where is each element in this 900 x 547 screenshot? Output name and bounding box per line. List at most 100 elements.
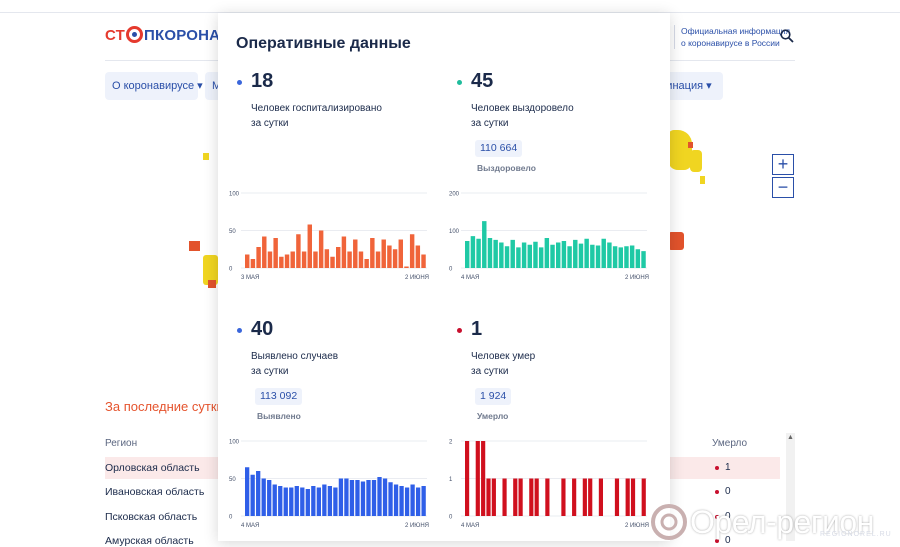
chart-bar[interactable]	[527, 244, 532, 268]
chart-bar[interactable]	[336, 247, 341, 268]
chart-bar[interactable]	[465, 441, 470, 516]
chart-bar[interactable]	[318, 230, 324, 269]
scroll-up-arrow-icon[interactable]: ▲	[787, 434, 794, 441]
chart-bar[interactable]	[347, 251, 352, 269]
chart-bar[interactable]	[635, 249, 641, 268]
chart-bar[interactable]	[521, 242, 527, 269]
chart-bar[interactable]	[250, 474, 255, 516]
chart-bar[interactable]	[355, 480, 360, 516]
chart-bar[interactable]	[338, 478, 344, 517]
chart-bar[interactable]	[262, 236, 267, 269]
chart-bar[interactable]	[322, 484, 327, 517]
chart-bar[interactable]	[415, 245, 421, 269]
chart-bar[interactable]	[595, 245, 601, 269]
chart-bar[interactable]	[641, 478, 646, 517]
chart-bar[interactable]	[393, 484, 399, 517]
chart-bar[interactable]	[614, 478, 620, 517]
site-logo[interactable]: СТ ПКОРОНАВИ	[105, 26, 242, 44]
chart-bar[interactable]	[330, 256, 335, 268]
chart-bar[interactable]	[290, 251, 295, 269]
chart-bar[interactable]	[582, 478, 587, 517]
chart-bar[interactable]	[482, 221, 487, 268]
chart-bar[interactable]	[377, 477, 382, 516]
chart-bar[interactable]	[545, 478, 550, 517]
chart-bar[interactable]	[544, 238, 550, 268]
chart-bar[interactable]	[421, 486, 426, 516]
chart-bar[interactable]	[529, 478, 534, 517]
chart-bar[interactable]	[381, 239, 386, 269]
map-region-east-small[interactable]	[700, 176, 705, 184]
chart-bar[interactable]	[470, 236, 476, 268]
chart-bar[interactable]	[324, 249, 330, 268]
map-region-west[interactable]	[203, 255, 218, 285]
chart-bar[interactable]	[398, 239, 403, 269]
chart-bar[interactable]	[388, 482, 393, 516]
chart-bar[interactable]	[578, 243, 584, 268]
chart-bar[interactable]	[371, 480, 377, 516]
table-row[interactable]: Амурская область	[105, 535, 194, 547]
zoom-in-button[interactable]: +	[772, 154, 794, 175]
chart-bar[interactable]	[294, 486, 299, 516]
chart-bar[interactable]	[598, 478, 603, 517]
chart-bar[interactable]	[256, 471, 261, 516]
chart-bar[interactable]	[353, 239, 358, 269]
chart-bar[interactable]	[561, 241, 567, 268]
table-row[interactable]: Псковская область	[105, 511, 198, 523]
chart-bar[interactable]	[300, 487, 305, 517]
chart-bar[interactable]	[630, 478, 636, 517]
chart-bar[interactable]	[601, 238, 606, 268]
chart-bar[interactable]	[502, 478, 507, 517]
zoom-out-button[interactable]: −	[772, 177, 794, 198]
chart-bar[interactable]	[409, 234, 415, 268]
table-row[interactable]: Орловская область	[105, 462, 200, 474]
chart-bar[interactable]	[533, 241, 538, 268]
chart-bar[interactable]	[341, 236, 347, 269]
chart-bar[interactable]	[481, 441, 486, 516]
chart-bar[interactable]	[573, 239, 578, 268]
chart-bar[interactable]	[272, 484, 277, 517]
map-region-far-east[interactable]	[668, 130, 692, 170]
chart-bar[interactable]	[487, 238, 493, 268]
chart-bar[interactable]	[590, 244, 595, 268]
chart-bar[interactable]	[358, 251, 364, 269]
chart-bar[interactable]	[550, 244, 555, 268]
chart-bar[interactable]	[561, 478, 566, 517]
chart-bar[interactable]	[624, 246, 629, 268]
nav-vaccination[interactable]: цинация ▾	[660, 72, 723, 100]
chart-bar[interactable]	[278, 486, 283, 516]
chart-bar[interactable]	[625, 478, 630, 517]
chart-bar[interactable]	[375, 251, 381, 269]
nav-about-covid[interactable]: О коронавирусе ▾	[105, 72, 203, 100]
chart-bar[interactable]	[284, 254, 290, 269]
map-region-red-se[interactable]	[668, 232, 684, 250]
chart-bar[interactable]	[629, 245, 635, 269]
chart-bar[interactable]	[261, 478, 266, 517]
chart-bar[interactable]	[296, 234, 301, 268]
chart-bar[interactable]	[245, 467, 250, 516]
chart-bar[interactable]	[588, 478, 593, 517]
chart-bar[interactable]	[499, 242, 504, 269]
chart-bar[interactable]	[283, 487, 288, 517]
chart-bar[interactable]	[392, 249, 398, 268]
chart-bar[interactable]	[316, 487, 321, 517]
chart-bar[interactable]	[607, 242, 612, 269]
map-region-red-west-2[interactable]	[208, 280, 216, 288]
chart-bar[interactable]	[382, 478, 388, 517]
chart-bar[interactable]	[256, 247, 261, 268]
chart-bar[interactable]	[415, 487, 421, 517]
chart-bar[interactable]	[513, 478, 518, 517]
chart-bar[interactable]	[313, 251, 318, 269]
chart-bar[interactable]	[618, 247, 623, 268]
official-info-link[interactable]: Официальная информация о коронавирусе в …	[674, 25, 791, 49]
chart-bar[interactable]	[556, 242, 561, 269]
chart-bar[interactable]	[567, 246, 572, 268]
chart-bar[interactable]	[504, 246, 510, 268]
chart-bar[interactable]	[289, 487, 294, 517]
map-region-west-islet[interactable]	[203, 153, 209, 160]
chart-bar[interactable]	[516, 247, 521, 268]
chart-bar[interactable]	[279, 256, 284, 268]
table-scrollbar[interactable]	[786, 433, 795, 541]
chart-bar[interactable]	[510, 239, 515, 268]
chart-bar[interactable]	[327, 486, 333, 516]
chart-bar[interactable]	[250, 259, 256, 268]
